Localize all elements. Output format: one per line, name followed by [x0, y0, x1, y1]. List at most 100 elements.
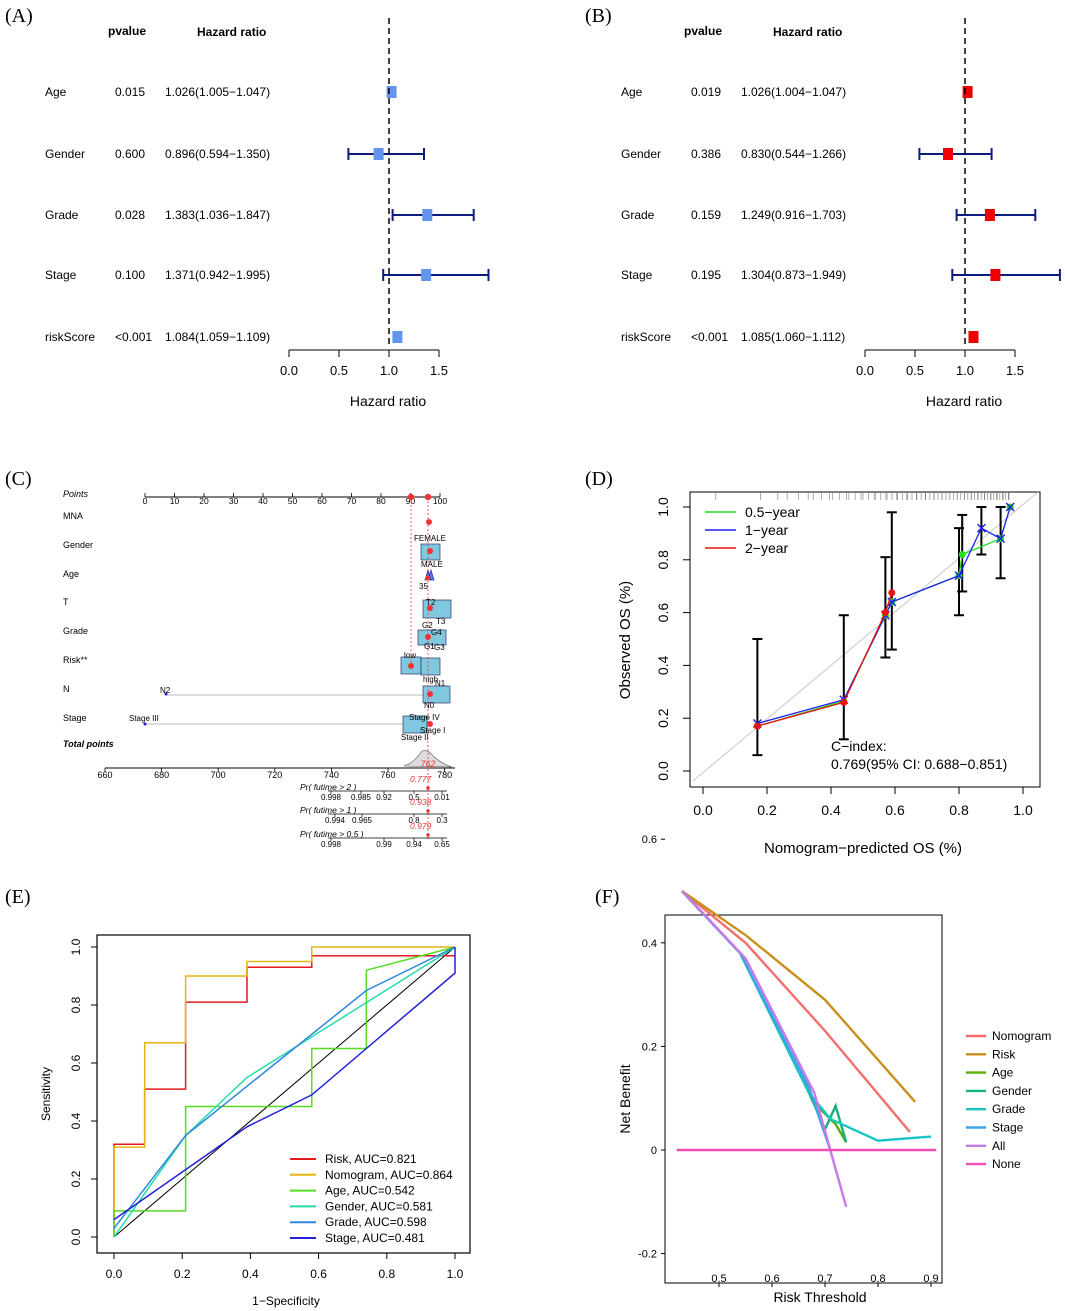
legend-label: 2−year	[745, 540, 789, 556]
probability-tick-label: 0.99	[376, 840, 392, 849]
x-tick-label: 1.0	[956, 363, 974, 378]
level-label: T3	[436, 617, 446, 626]
row-hazard-ratio: 1.026(1.005−1.047)	[165, 85, 270, 99]
row-name: Stage	[621, 268, 653, 282]
row-name: Age	[621, 85, 643, 99]
y-tick-label: 0.2	[655, 708, 671, 728]
legend-label: Age, AUC=0.542	[325, 1184, 415, 1198]
total-tick-label: 780	[437, 770, 452, 780]
x-tick-label: 0.8	[870, 1273, 885, 1285]
x-tick-label: 0.2	[174, 1267, 191, 1281]
roc-curve	[113, 946, 455, 1237]
t-marker	[427, 605, 433, 611]
hr-point	[984, 209, 995, 221]
legend-label: All	[992, 1139, 1005, 1153]
net-benefit-curve	[681, 890, 916, 1103]
n-level-point	[164, 692, 168, 696]
probability-tick-label: 0.01	[434, 793, 450, 802]
hazard-ratio-header: Hazard ratio	[197, 25, 266, 39]
stage-box	[402, 715, 428, 734]
hr-point	[422, 209, 433, 221]
t-box	[422, 599, 452, 619]
probability-marker	[426, 833, 430, 837]
points-label: Points	[63, 489, 89, 499]
y-tick-label: 1.0	[69, 938, 83, 955]
panel-label-b: (B)	[585, 5, 612, 27]
gender-marker	[427, 548, 433, 554]
risk-box-high	[420, 657, 441, 676]
hr-point	[990, 269, 1001, 281]
variable-label: N	[63, 684, 70, 694]
panel-label-c: (C)	[5, 468, 32, 490]
points-tick-label: 50	[288, 496, 298, 506]
panel-label-e: (E)	[5, 886, 31, 908]
legend-label: Age	[992, 1066, 1014, 1080]
x-tick-label: 0.4	[242, 1267, 259, 1281]
probability-value: 0.938	[410, 797, 432, 807]
legend-label: Risk	[992, 1047, 1016, 1061]
total-points-label: Total points	[63, 739, 114, 749]
data-point	[996, 534, 1006, 544]
probability-tick-label: 0.985	[351, 793, 372, 802]
pvalue-header: pvalue	[108, 24, 146, 38]
points-tick-label: 40	[258, 496, 268, 506]
legend-label: Grade	[992, 1102, 1026, 1116]
row-hazard-ratio: 1.026(1.004−1.047)	[741, 85, 846, 99]
legend-label: 1−year	[745, 522, 789, 538]
row-name: riskScore	[45, 330, 95, 344]
variable-label: Gender	[63, 540, 93, 550]
level-label: T2	[426, 598, 436, 607]
net-benefit-curve	[681, 890, 832, 1151]
data-point	[888, 589, 896, 597]
x-tick-label: 0.0	[280, 363, 298, 378]
total-tick-label: 700	[211, 770, 226, 780]
plot-frame	[664, 914, 943, 1284]
roc-curve	[113, 946, 456, 1238]
net-benefit-curve	[681, 890, 848, 1143]
row-pvalue: 0.015	[115, 85, 145, 99]
hr-point	[943, 148, 953, 160]
legend-label: Risk, AUC=0.821	[325, 1152, 417, 1166]
net-benefit-curve	[681, 890, 848, 1143]
legend-label: Nomogram	[992, 1029, 1051, 1043]
hr-point	[968, 331, 979, 343]
x-tick-label: 0.0	[856, 363, 874, 378]
x-tick-label: 1.5	[430, 363, 448, 378]
row-pvalue: <0.001	[691, 330, 728, 344]
data-point	[1005, 502, 1015, 512]
c-index-value: 0.769(95% CI: 0.688−0.851)	[831, 756, 1007, 772]
x-tick-label: 0.8	[949, 802, 969, 818]
row-hazard-ratio: 1.383(1.036−1.847)	[165, 208, 270, 222]
probability-label: Pr( futime > 2 )	[300, 782, 357, 792]
y-tick-label: 0.4	[655, 655, 671, 675]
row-pvalue: 0.600	[115, 147, 145, 161]
x-tick-label: 1.0	[447, 1267, 464, 1281]
row-pvalue: 0.100	[115, 268, 145, 282]
x-tick-label: 1.5	[1006, 363, 1024, 378]
y-tick-label: 0.6	[655, 603, 671, 623]
x-axis-label: Risk Threshold	[773, 1289, 866, 1305]
hr-point	[421, 269, 432, 281]
level-label: low	[404, 651, 416, 660]
data-point	[881, 609, 889, 617]
x-tick-label: 0.9	[923, 1273, 938, 1285]
plot-frame	[96, 934, 471, 1254]
points-tick-label: 80	[376, 496, 386, 506]
probability-label: Pr( futime > 1 )	[300, 805, 357, 815]
data-point	[840, 698, 848, 706]
x-tick-label: 0.6	[310, 1267, 327, 1281]
roc-curve	[113, 947, 456, 1221]
probability-tick-label: 0.3	[436, 816, 448, 825]
points-tick-label: 20	[199, 496, 209, 506]
net-benefit-curve	[681, 890, 911, 1133]
level-label: FEMALE	[414, 534, 446, 543]
variable-label: Grade	[63, 626, 88, 636]
x-tick-label: 0.6	[885, 802, 905, 818]
row-pvalue: 0.028	[115, 208, 145, 222]
level-label: Stage IV	[409, 713, 440, 722]
forest-plot-b: pvalue Hazard ratio Age 0.019 1.026(1.004−…	[621, 18, 1061, 409]
x-axis-label: Nomogram−predicted OS (%)	[764, 840, 962, 857]
level-label: Stage I	[420, 726, 445, 735]
y-tick-label: 0.0	[655, 761, 671, 781]
